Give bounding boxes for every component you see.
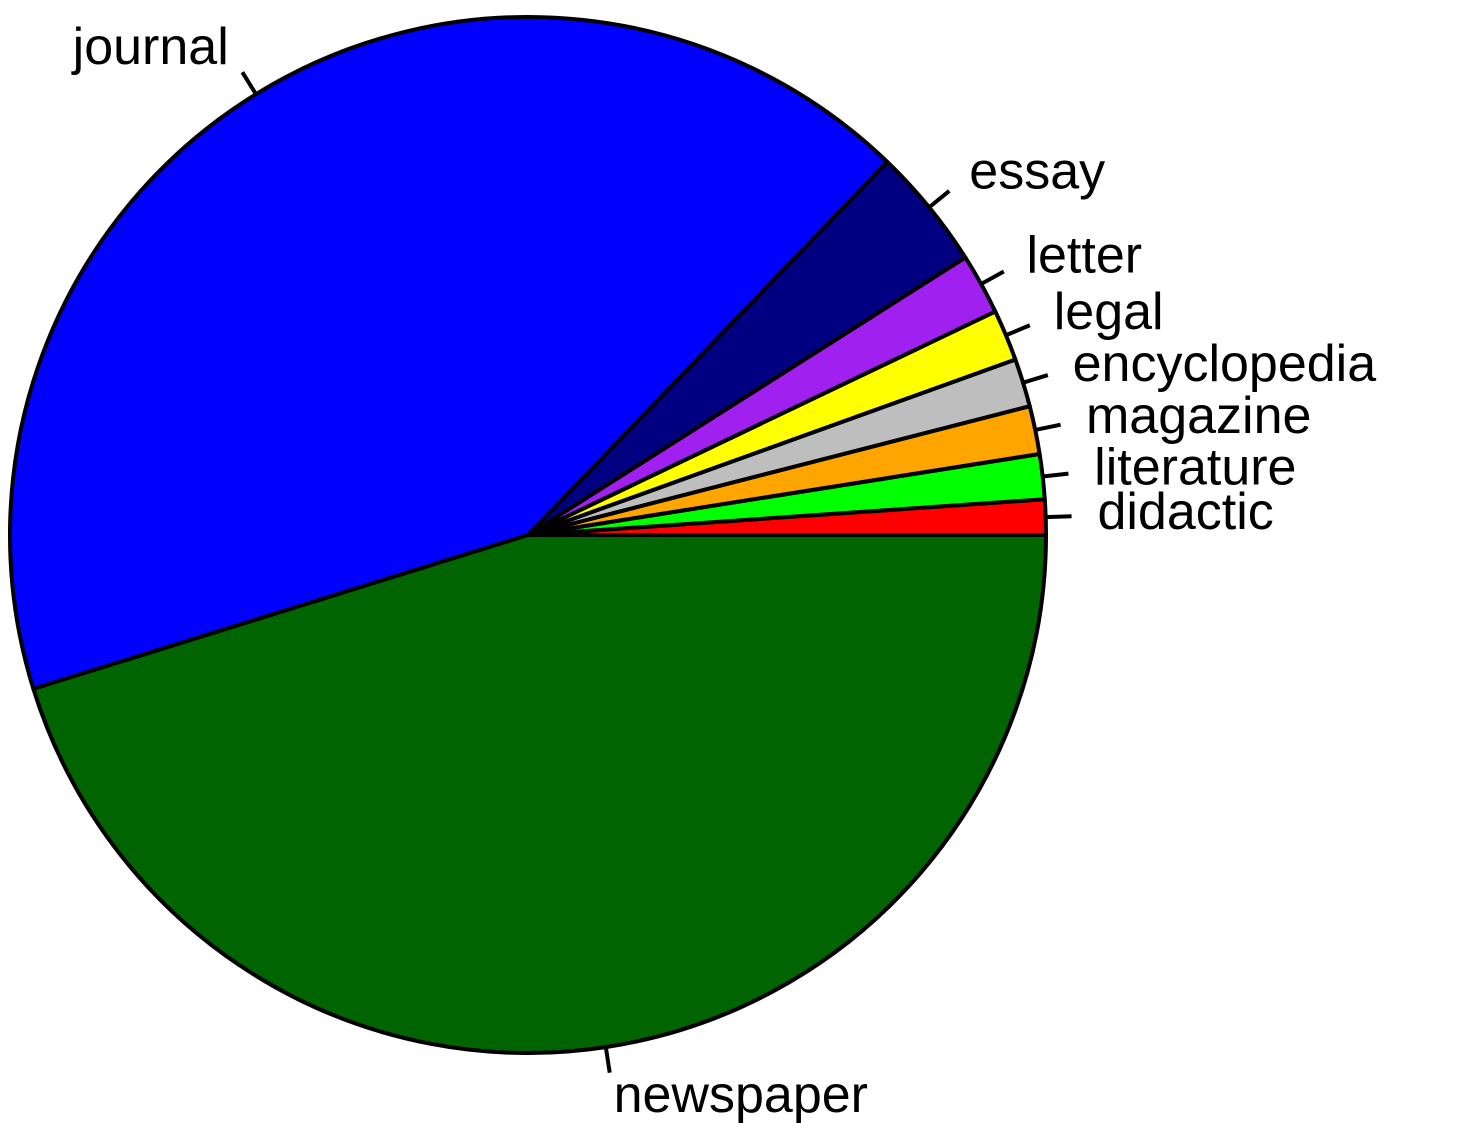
slice-label: legal <box>1054 283 1164 341</box>
label-tick <box>240 71 258 96</box>
label-tick <box>1022 373 1049 385</box>
slice-label: magazine <box>1086 387 1311 445</box>
slice-label: encyclopedia <box>1073 335 1377 393</box>
label-tick <box>1042 471 1069 479</box>
slice-label: didactic <box>1097 483 1273 541</box>
label-tick <box>1045 514 1072 520</box>
label-tick <box>980 269 1005 286</box>
label-tick <box>603 1046 612 1074</box>
slice-label: journal <box>71 18 229 76</box>
pie-slice <box>8 15 890 691</box>
label-tick <box>1034 422 1062 432</box>
slice-label: letter <box>1026 227 1142 285</box>
slice-label: literature <box>1094 438 1296 496</box>
label-tick <box>1005 323 1031 338</box>
slice-label: essay <box>969 142 1105 200</box>
slice-label: newspaper <box>614 1066 868 1123</box>
label-tick <box>927 189 951 209</box>
